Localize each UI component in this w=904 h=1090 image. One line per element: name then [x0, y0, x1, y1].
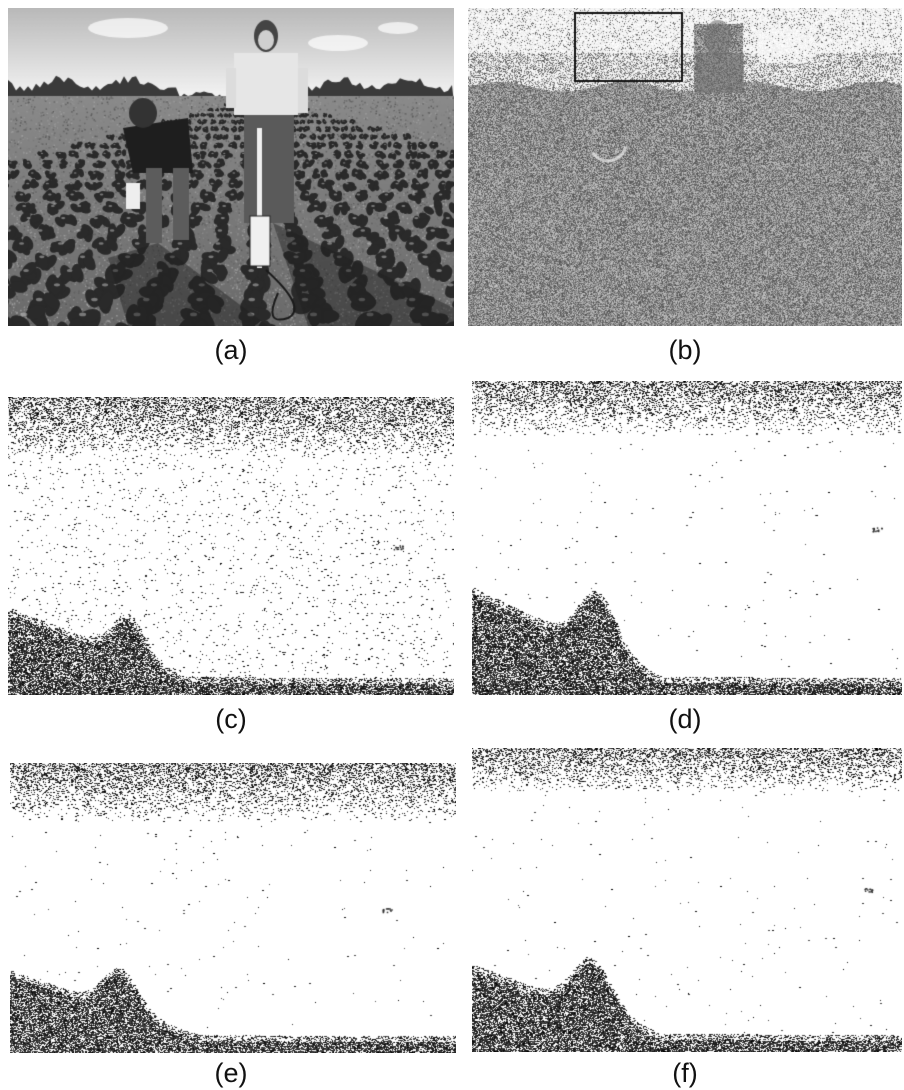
- panel-c-segmentation: [8, 397, 454, 695]
- segmentation-image-f: [472, 748, 902, 1052]
- panel-e-segmentation: [10, 763, 456, 1053]
- caption-e: (e): [214, 1058, 248, 1088]
- panel-a-photo: [8, 8, 454, 326]
- panel-d-segmentation: [472, 381, 902, 695]
- panel-f-segmentation: [472, 748, 902, 1052]
- segmentation-image-c: [8, 397, 454, 695]
- segmentation-image-e: [10, 763, 456, 1053]
- caption-b: (b): [668, 335, 702, 365]
- field-photo-image: [8, 8, 454, 326]
- caption-f: (f): [672, 1058, 698, 1088]
- caption-d: (d): [668, 704, 702, 734]
- caption-c: (c): [215, 704, 247, 734]
- noise-map-image: [468, 8, 902, 326]
- segmentation-image-d: [472, 381, 902, 695]
- caption-a: (a): [214, 335, 248, 365]
- panel-b-noise-map: [468, 8, 902, 326]
